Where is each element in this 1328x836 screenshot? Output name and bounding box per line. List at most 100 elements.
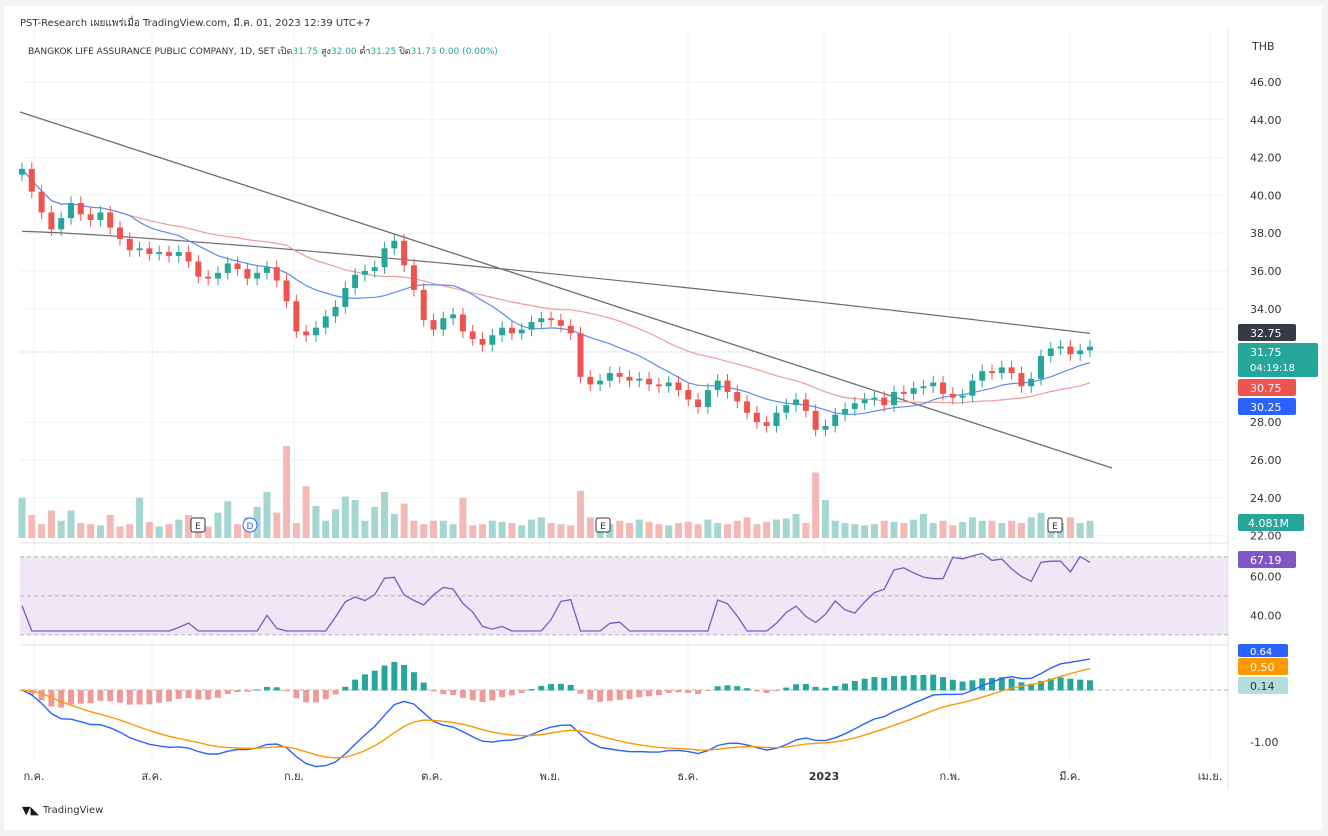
- dividend-marker: D: [247, 522, 254, 532]
- candle-body: [175, 252, 182, 256]
- volume-bar: [136, 497, 144, 538]
- candle-body: [371, 267, 378, 271]
- volume-bar: [684, 521, 692, 538]
- time-tick-label: ส.ค.: [141, 770, 162, 783]
- macd-badge-mid: 0.50: [1250, 661, 1275, 674]
- macd-histogram-bar: [1077, 679, 1084, 691]
- volume-bar: [371, 506, 379, 538]
- macd-histogram-bar: [793, 684, 800, 691]
- candle-body: [283, 280, 290, 302]
- price-tick-label: 40.00: [1250, 189, 1282, 202]
- volume-bar: [537, 517, 545, 538]
- candle-body: [528, 322, 535, 330]
- badge-volume: 4.081M: [1248, 517, 1289, 530]
- macd-histogram-bar: [48, 690, 55, 707]
- volume-bar: [978, 520, 986, 538]
- macd-tick-label: -1.00: [1250, 736, 1278, 749]
- macd-histogram-bar: [1057, 677, 1064, 691]
- macd-histogram-bar: [1008, 678, 1015, 691]
- earnings-marker: E: [195, 522, 201, 532]
- tradingview-logo[interactable]: ▼◣ TradingView: [22, 804, 103, 817]
- candle-body: [802, 399, 809, 411]
- macd-histogram-bar: [528, 689, 535, 691]
- macd-histogram-bar: [842, 683, 849, 691]
- open-value: 31.75: [292, 47, 319, 57]
- candle-body: [312, 327, 319, 336]
- price-tick-label: 26.00: [1250, 454, 1282, 467]
- macd-histogram-bar: [1028, 683, 1035, 691]
- macd-histogram-bar: [695, 690, 702, 695]
- close-value: 31.75: [410, 47, 437, 57]
- macd-histogram-bar: [714, 686, 721, 691]
- candle-body: [352, 274, 359, 289]
- candle-body: [832, 414, 839, 426]
- candle-body: [38, 191, 45, 213]
- volume-bar: [939, 520, 947, 538]
- volume-bar: [851, 524, 859, 538]
- candle-body: [214, 272, 221, 279]
- candle-body: [205, 276, 212, 279]
- candle-body: [58, 218, 65, 230]
- candle-body: [548, 318, 555, 321]
- volume-bar: [106, 515, 114, 538]
- volume-bar: [547, 523, 555, 538]
- macd-histogram-bar: [38, 690, 45, 701]
- candle-body: [1047, 348, 1054, 357]
- macd-histogram-bar: [920, 674, 927, 691]
- badge-red-bg: [1238, 379, 1296, 396]
- macd-histogram-bar: [577, 690, 584, 694]
- candle-body: [891, 391, 898, 406]
- candle-body: [146, 248, 153, 254]
- candle-body: [244, 269, 251, 279]
- candle-body: [773, 412, 780, 426]
- macd-histogram-bar: [685, 690, 692, 693]
- volume-bar: [782, 518, 790, 538]
- volume-bar: [28, 515, 36, 538]
- volume-bar: [919, 513, 927, 538]
- candle-body: [900, 391, 907, 394]
- candle-body: [626, 376, 633, 381]
- candle-body: [793, 399, 800, 406]
- candle-body: [499, 327, 506, 336]
- macd-histogram-bar: [156, 690, 163, 703]
- volume-bar: [77, 523, 85, 538]
- macd-histogram-bar: [489, 690, 496, 701]
- volume-bar: [998, 523, 1006, 538]
- volume-bar: [439, 520, 447, 538]
- macd-histogram-bar: [832, 685, 839, 691]
- volume-bar: [224, 501, 232, 538]
- candle-body: [557, 320, 564, 326]
- macd-histogram-bar: [753, 690, 760, 692]
- candle-body: [930, 382, 937, 387]
- candle-body: [293, 301, 300, 332]
- macd-histogram-bar: [97, 690, 104, 701]
- macd-histogram-bar: [861, 678, 868, 691]
- macd-histogram-bar: [783, 687, 790, 691]
- candle-body: [87, 214, 94, 220]
- volume-bar: [772, 519, 780, 538]
- volume-bar: [381, 492, 389, 538]
- candle-body: [234, 263, 241, 270]
- candle-body: [989, 371, 996, 374]
- volume-bar: [234, 524, 242, 538]
- price-badges: 32.75 31.75 04:19:18 30.75 30.25 4.081M …: [1238, 324, 1318, 694]
- candle-body: [28, 168, 35, 192]
- candle-body: [185, 252, 192, 262]
- chart-frame: [4, 6, 1322, 830]
- volume-bar: [665, 525, 673, 538]
- volume-bar: [1076, 523, 1084, 538]
- time-tick-label: ก.ค.: [23, 770, 44, 783]
- macd-histogram-bar: [655, 690, 662, 696]
- badge-top: 32.75: [1250, 327, 1282, 340]
- volume-bar: [743, 517, 751, 538]
- volume-bar: [655, 524, 663, 538]
- rsi-badge-bg: [1238, 551, 1296, 568]
- downtrend-line: [19, 111, 1113, 469]
- volume-bar: [175, 519, 183, 538]
- candle-body: [1077, 350, 1084, 355]
- volume-bar: [861, 525, 869, 538]
- rsi-pane: 60.00 40.00: [20, 552, 1282, 636]
- macd-histogram-bar: [205, 690, 212, 700]
